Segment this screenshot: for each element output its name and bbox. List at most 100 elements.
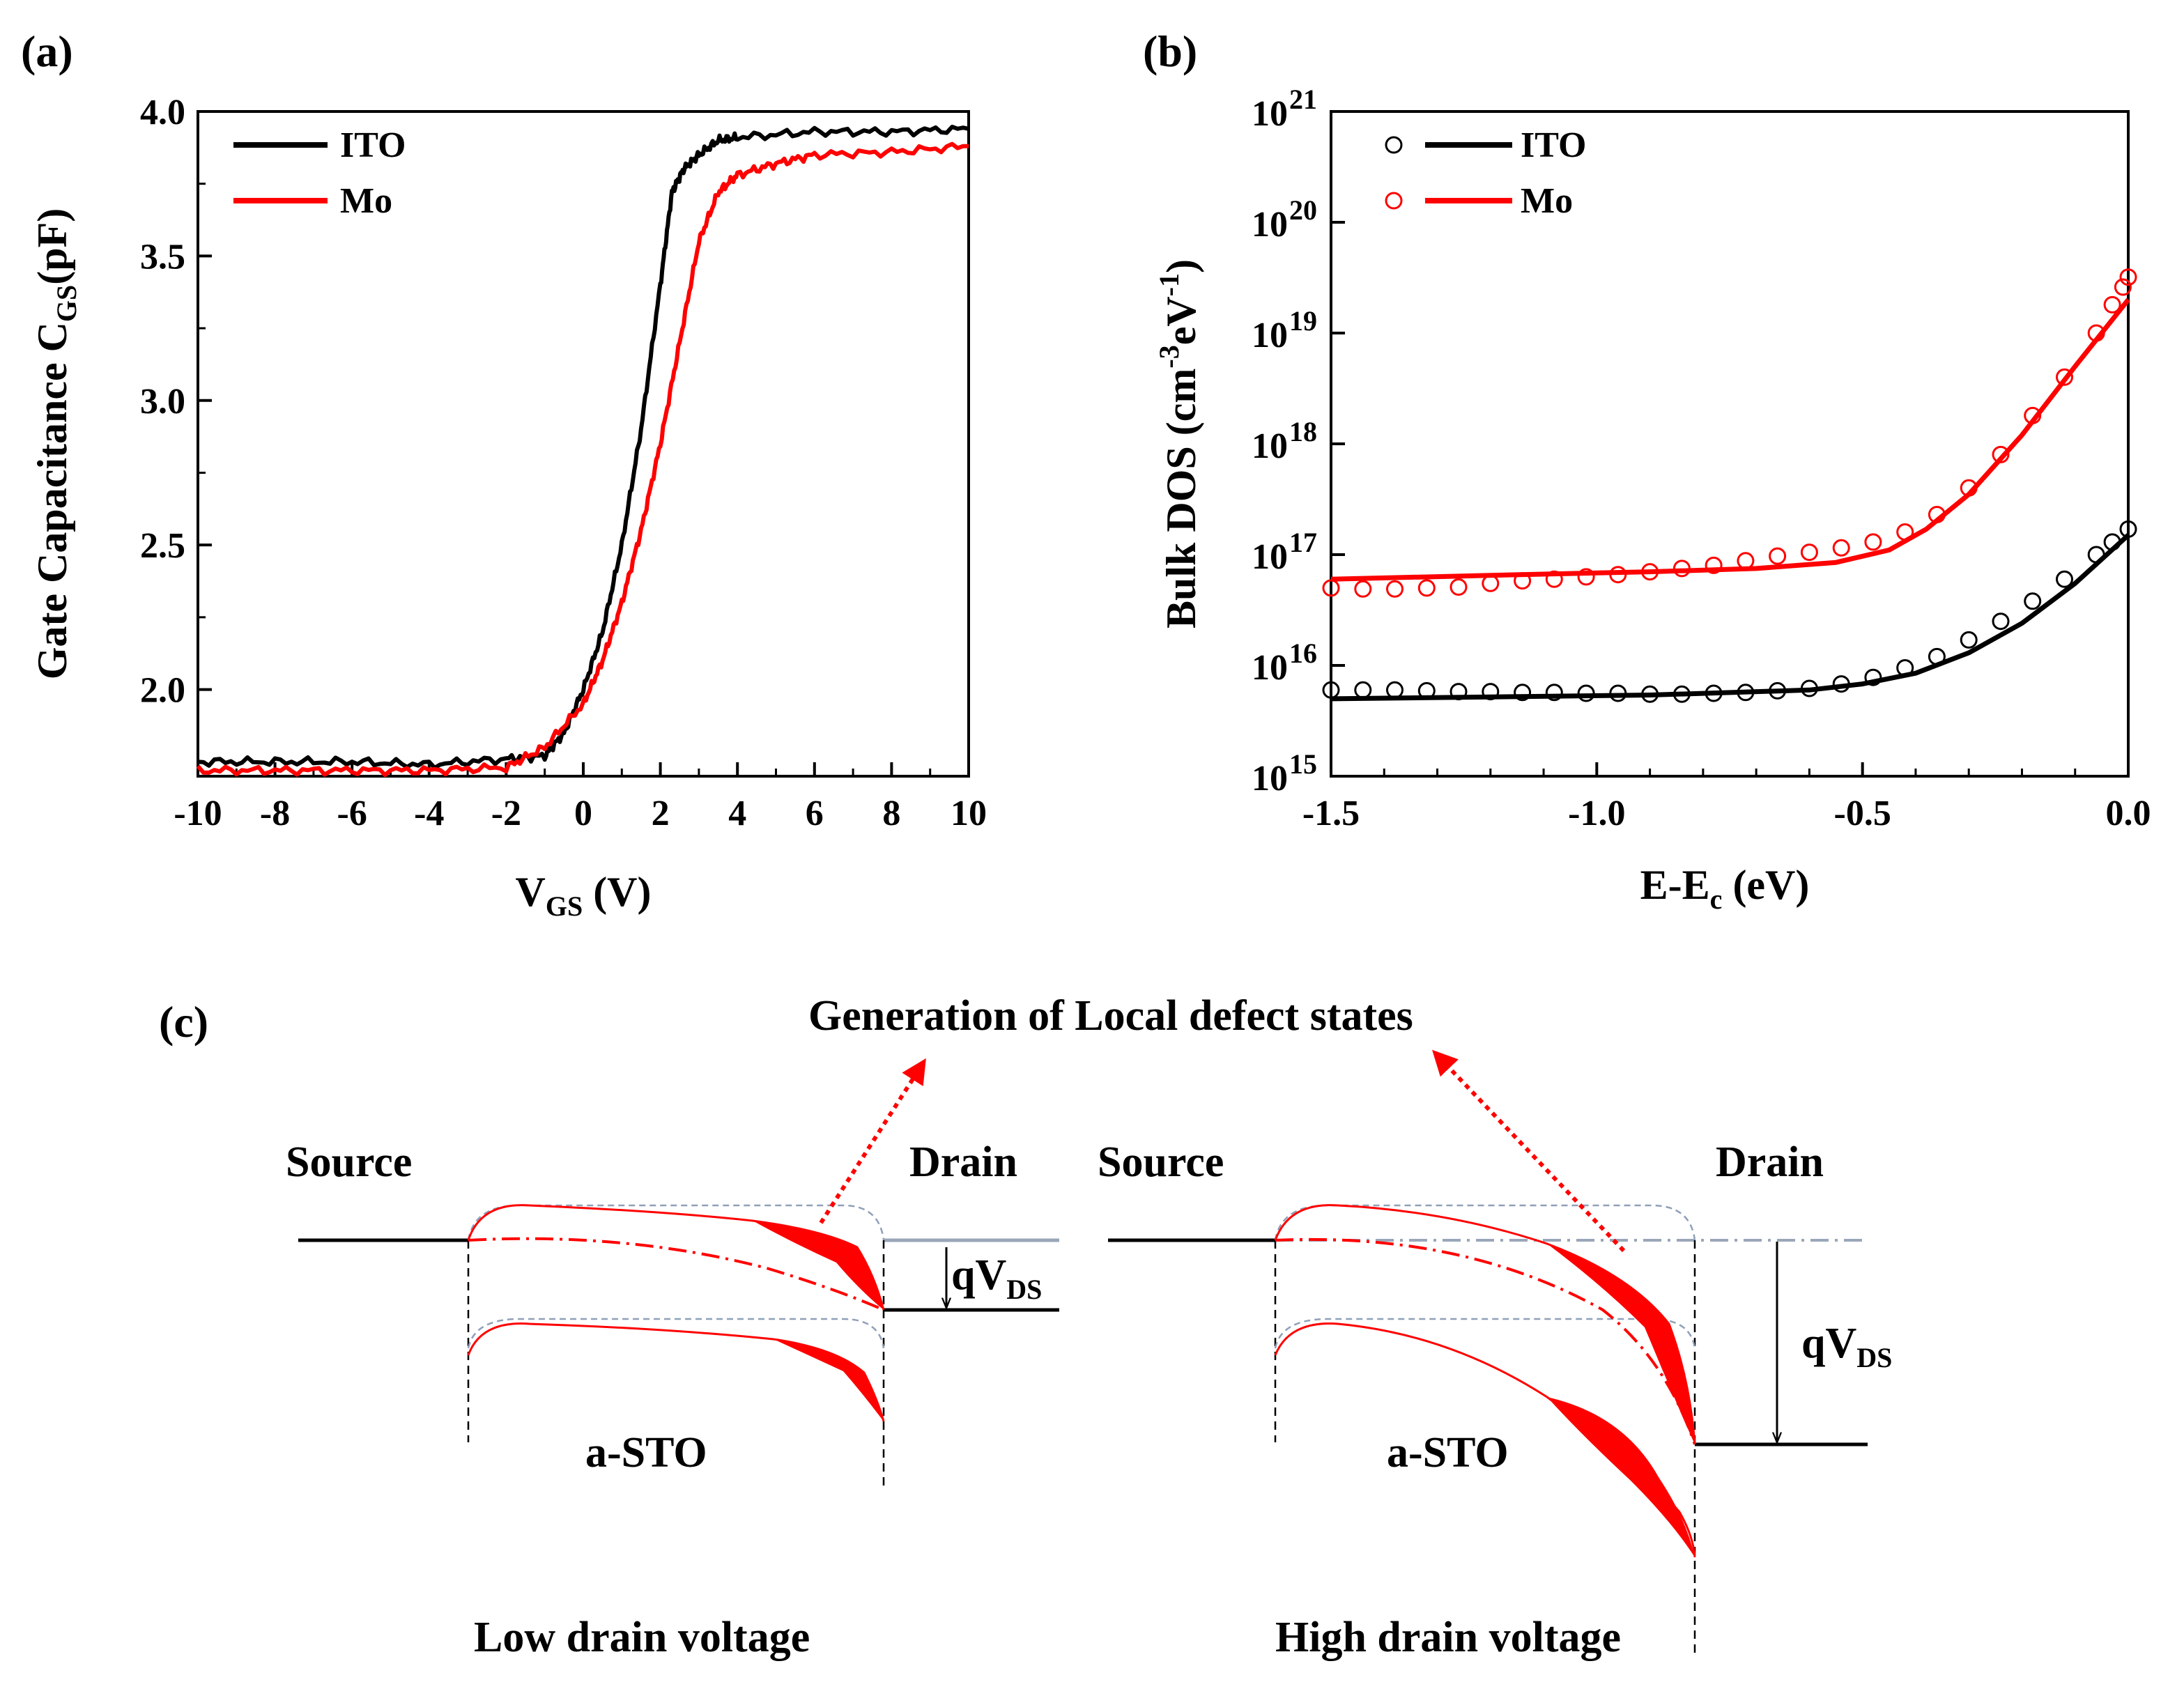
y-tick-label-b: 10 (1252, 759, 1288, 798)
data-point-ito (1609, 684, 1627, 702)
data-point-mo (1769, 547, 1787, 565)
x-tick-label-a: -4 (414, 794, 444, 833)
high-source-label: Source (1098, 1139, 1224, 1186)
data-point-mo (1354, 580, 1372, 598)
data-point-mo (1514, 572, 1532, 590)
data-point-mo (1928, 506, 1946, 523)
data-point-mo (1800, 543, 1818, 562)
x-tick-label-a: 4 (728, 794, 746, 833)
data-point-ito (1386, 681, 1404, 699)
x-tick-label-b: 0.0 (2106, 794, 2151, 833)
data-point-mo (1641, 563, 1659, 581)
high-defect-arrow (1432, 1049, 1626, 1253)
band-diagram-high: Source Drain qVDS a-STO High drain volta… (1098, 1049, 1892, 1661)
series-line-mo (196, 141, 969, 778)
data-point-mo (1417, 579, 1436, 597)
y-tick-label-a: 3.5 (140, 237, 185, 277)
legend-a-ito-label: ITO (340, 125, 406, 165)
data-point-mo (2114, 278, 2132, 296)
data-point-ito (1672, 685, 1691, 703)
low-vb-reference (467, 1318, 885, 1349)
high-defect-states-cb (1547, 1244, 1695, 1444)
data-point-ito (1864, 668, 1882, 686)
high-bias-label: qVDS (1801, 1320, 1892, 1373)
panel-a: (a) -10 -8 -6 -4 -2 0 2 4 6 8 10 2.0 2.5 3.0 3.5 4.0 IT… (21, 26, 987, 922)
data-point-ito (1832, 675, 1850, 693)
data-point-mo (2087, 324, 2105, 342)
y-tick-label-b: 10 (1252, 94, 1288, 134)
data-point-mo (1672, 560, 1691, 578)
y-tick-exponent-b: 20 (1289, 194, 1317, 226)
y-tick-label-b: 10 (1252, 316, 1288, 355)
band-diagram-low: Source Drain qVDS a-STO Low drain voltag… (286, 1058, 1059, 1661)
data-point-mo (2103, 295, 2121, 314)
data-point-mo (1992, 445, 2010, 463)
data-point-ito (1992, 612, 2010, 631)
y-tick-label-a: 3.0 (140, 382, 185, 422)
plot-a-ylabel: Gate Capacitance CGS(pF) (29, 208, 82, 680)
x-tick-label-a: 2 (652, 794, 670, 833)
data-point-ito (1641, 685, 1659, 703)
x-tick-label-b: -0.5 (1834, 794, 1891, 833)
high-drain-label: Drain (1716, 1139, 1824, 1186)
x-tick-label-a: -8 (260, 794, 290, 833)
diagram-heading: Generation of Local defect states (808, 992, 1413, 1040)
data-point-ito (1482, 683, 1500, 701)
data-point-ito (2119, 520, 2137, 538)
x-tick-label-a: -6 (337, 794, 367, 833)
y-tick-label-b: 10 (1252, 648, 1288, 688)
fit-line-ito (1330, 533, 2130, 702)
data-point-mo (1832, 539, 1850, 557)
x-tick-label-a: 6 (806, 794, 824, 833)
y-tick-exponent-b: 19 (1289, 305, 1317, 337)
y-tick-exponent-b: 18 (1289, 416, 1317, 447)
y-tick-exponent-b: 16 (1289, 638, 1317, 669)
data-point-mo (2056, 368, 2073, 386)
data-point-mo (1577, 568, 1595, 586)
data-point-mo (2119, 268, 2137, 286)
data-point-mo (1737, 552, 1755, 570)
high-channel-label: a-STO (1387, 1429, 1509, 1476)
data-point-mo (1449, 578, 1468, 596)
high-valence-band (1274, 1322, 1696, 1558)
data-point-ito (1322, 681, 1340, 699)
data-point-ito (2024, 592, 2042, 610)
low-drain-label: Drain (909, 1139, 1017, 1186)
plot-a-series (196, 125, 969, 778)
legend-b-ito-marker (1385, 136, 1403, 154)
data-point-mo (1482, 574, 1500, 592)
legend-b-mo-label: Mo (1521, 181, 1573, 221)
x-tick-label-a: 0 (574, 794, 592, 833)
data-point-ito (1705, 684, 1723, 702)
panel-a-label: (a) (21, 26, 73, 76)
panel-b-label: (b) (1143, 26, 1197, 76)
y-tick-label-b: 10 (1252, 205, 1288, 245)
data-point-ito (1545, 684, 1563, 702)
data-point-mo (2024, 406, 2042, 424)
low-valence-band (467, 1322, 885, 1422)
x-tick-label-b: -1.0 (1568, 794, 1625, 833)
low-caption: Low drain voltage (474, 1614, 810, 1661)
low-defect-states-cb (753, 1221, 884, 1310)
data-point-ito (1896, 659, 1914, 677)
plot-b-frame (1330, 110, 2130, 778)
data-point-ito (2087, 546, 2105, 564)
data-point-mo (1322, 579, 1340, 597)
data-point-mo (1705, 556, 1723, 574)
panel-c-label: (c) (159, 997, 208, 1047)
data-point-ito (1577, 684, 1595, 702)
legend-b-ito-label: ITO (1521, 125, 1586, 165)
data-point-mo (1896, 523, 1914, 541)
high-cb-reference (1274, 1204, 1696, 1241)
high-vb-reference (1274, 1318, 1696, 1349)
high-defect-states-vb (1547, 1397, 1695, 1557)
low-source-label: Source (286, 1139, 412, 1186)
y-tick-exponent-b: 17 (1289, 527, 1317, 558)
data-point-ito (1737, 684, 1755, 702)
fit-line-mo (1330, 298, 2130, 582)
y-tick-label-a: 2.5 (140, 526, 185, 566)
data-point-ito (2103, 533, 2121, 551)
